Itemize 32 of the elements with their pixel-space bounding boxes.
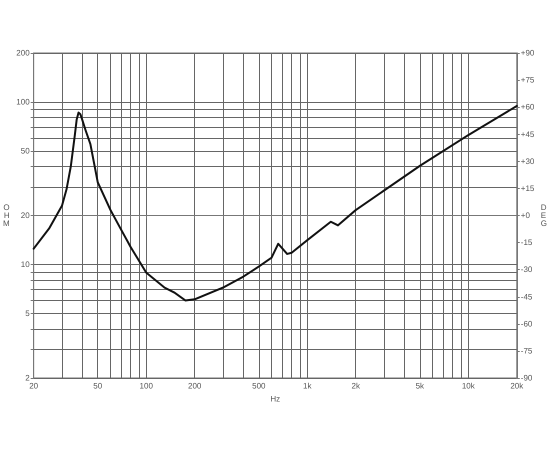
y-axis-title: OHM [2,203,10,228]
x-tick-label: 20k [510,382,524,390]
y2-tick-label: -75 [520,346,533,356]
y-tick-label: 20 [20,211,30,220]
y2-tick-label: +45 [520,130,535,139]
y2-tick-label: -60 [520,319,533,328]
y2-tick-label: -90 [520,374,533,382]
y-tick-label: 5 [25,308,30,318]
y-tick-label: 200 [16,48,30,58]
y2-tick-label: +75 [520,76,535,85]
y-tick-label: 100 [16,97,30,106]
y-tick-label: 2 [25,374,30,382]
y2-tick-label: -30 [520,265,533,274]
y2-tick-label: -15 [520,238,533,248]
y2-tick-label: -45 [520,292,533,302]
x-axis-title: Hz [270,394,280,404]
y2-tick-label: +30 [520,156,535,166]
x-tick-label: 1k [303,382,312,390]
y2-tick-label: +15 [520,184,535,193]
y2-tick-label: +90 [520,48,535,58]
y2-axis-title: DEG [540,203,548,228]
y2-tick-label: +60 [520,102,535,112]
y-tick-label: 50 [20,146,30,156]
x-tick-label: 200 [188,382,202,390]
x-tick-label: 100 [140,382,154,390]
x-tick-label: 10k [462,382,476,390]
y2-tick-label: +0 [520,211,530,220]
x-tick-label: 500 [252,382,266,390]
x-tick-label: 5k [416,382,426,390]
y-tick-label: 10 [20,260,30,269]
x-tick-label: 50 [93,382,103,390]
x-tick-label: 2k [352,382,361,390]
